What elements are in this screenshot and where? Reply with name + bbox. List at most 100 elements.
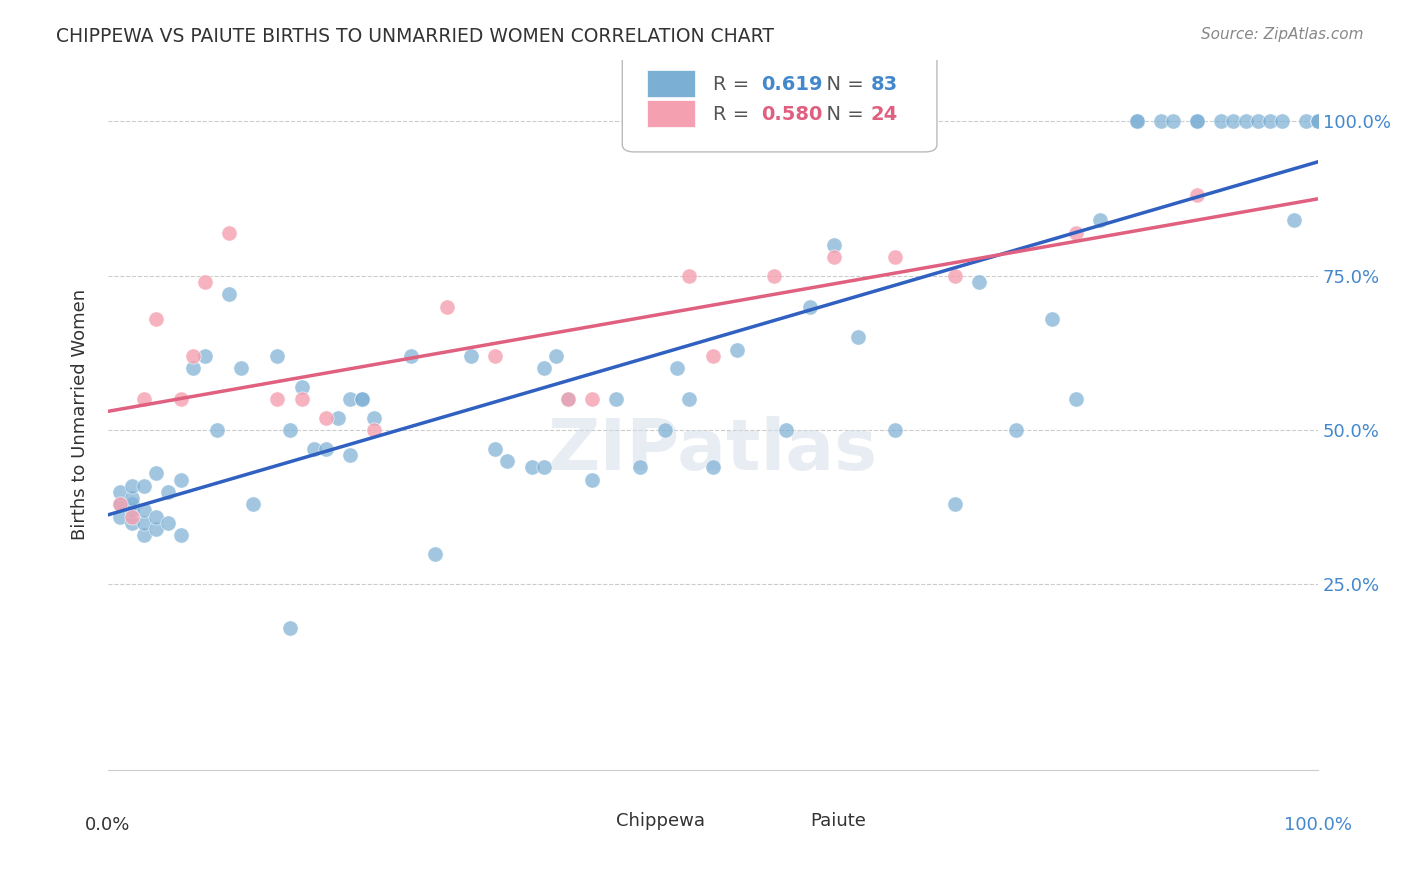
Bar (749, 809, 797, 834)
Point (1064, 392, 1087, 407)
Point (108, 497, 131, 511)
Point (969, 275, 991, 289)
Point (145, 522, 167, 536)
Point (1308, 114, 1330, 128)
Point (169, 392, 191, 407)
Point (181, 361, 204, 376)
Point (702, 460, 724, 475)
Point (134, 478, 156, 492)
Text: N =: N = (814, 75, 869, 94)
Bar (555, 809, 605, 834)
Point (121, 509, 143, 524)
FancyBboxPatch shape (623, 53, 936, 152)
Text: R =: R = (713, 75, 755, 94)
Point (1308, 114, 1330, 128)
Point (581, 392, 603, 407)
Point (1246, 114, 1268, 128)
Point (145, 509, 167, 524)
Text: R =: R = (713, 105, 755, 125)
Point (1161, 114, 1184, 128)
Point (169, 473, 191, 487)
Point (339, 448, 361, 462)
Point (218, 226, 240, 240)
Point (1222, 114, 1244, 128)
Point (339, 392, 361, 407)
Point (218, 287, 240, 301)
Point (121, 497, 143, 511)
Point (291, 392, 314, 407)
Point (1282, 213, 1305, 227)
Point (194, 349, 217, 363)
Point (1185, 188, 1208, 202)
Point (943, 497, 966, 511)
Point (496, 454, 519, 468)
Text: 0.0%: 0.0% (86, 816, 131, 834)
Point (108, 484, 131, 499)
Point (121, 478, 143, 492)
Point (352, 392, 374, 407)
Point (943, 268, 966, 283)
Point (605, 392, 627, 407)
Point (654, 423, 676, 437)
Point (1004, 423, 1026, 437)
Point (557, 392, 579, 407)
Text: CHIPPEWA VS PAIUTE BIRTHS TO UNMARRIED WOMEN CORRELATION CHART: CHIPPEWA VS PAIUTE BIRTHS TO UNMARRIED W… (56, 27, 775, 45)
Point (520, 460, 543, 475)
Point (205, 423, 228, 437)
Point (278, 621, 301, 635)
Point (1258, 114, 1281, 128)
Point (266, 349, 288, 363)
Text: Paiute: Paiute (810, 812, 866, 830)
Text: Source: ZipAtlas.com: Source: ZipAtlas.com (1201, 27, 1364, 42)
Text: 83: 83 (870, 75, 897, 94)
Point (278, 423, 301, 437)
Point (363, 423, 385, 437)
Point (1211, 114, 1233, 128)
Point (229, 361, 252, 376)
Text: 0.580: 0.580 (762, 105, 823, 125)
Point (883, 423, 905, 437)
Point (460, 349, 482, 363)
Point (665, 361, 688, 376)
Point (1150, 114, 1173, 128)
Point (266, 392, 288, 407)
Point (702, 349, 724, 363)
Point (581, 473, 603, 487)
Text: 0.619: 0.619 (762, 75, 823, 94)
Point (134, 528, 156, 542)
Text: 100.0%: 100.0% (1284, 816, 1353, 834)
Point (157, 516, 180, 530)
Point (242, 497, 264, 511)
Text: Chippewa: Chippewa (616, 812, 706, 830)
Point (315, 410, 337, 425)
Point (134, 392, 156, 407)
Point (326, 410, 349, 425)
Point (846, 330, 869, 344)
Point (1064, 226, 1087, 240)
Point (1125, 114, 1147, 128)
Point (762, 268, 785, 283)
Bar (647, 70, 695, 96)
Point (630, 460, 652, 475)
Point (145, 312, 167, 326)
Point (134, 516, 156, 530)
Point (315, 442, 337, 456)
Point (108, 497, 131, 511)
Point (352, 392, 374, 407)
Point (399, 349, 422, 363)
Point (436, 300, 458, 314)
Point (1185, 114, 1208, 128)
Point (194, 275, 217, 289)
Point (883, 250, 905, 264)
Point (121, 516, 143, 530)
Text: ZIPatlas: ZIPatlas (548, 416, 879, 484)
Point (678, 268, 700, 283)
Point (1125, 114, 1147, 128)
Point (1090, 213, 1112, 227)
Point (484, 349, 506, 363)
Point (533, 460, 555, 475)
Point (121, 491, 143, 505)
Point (544, 349, 567, 363)
Point (363, 410, 385, 425)
Point (157, 484, 180, 499)
